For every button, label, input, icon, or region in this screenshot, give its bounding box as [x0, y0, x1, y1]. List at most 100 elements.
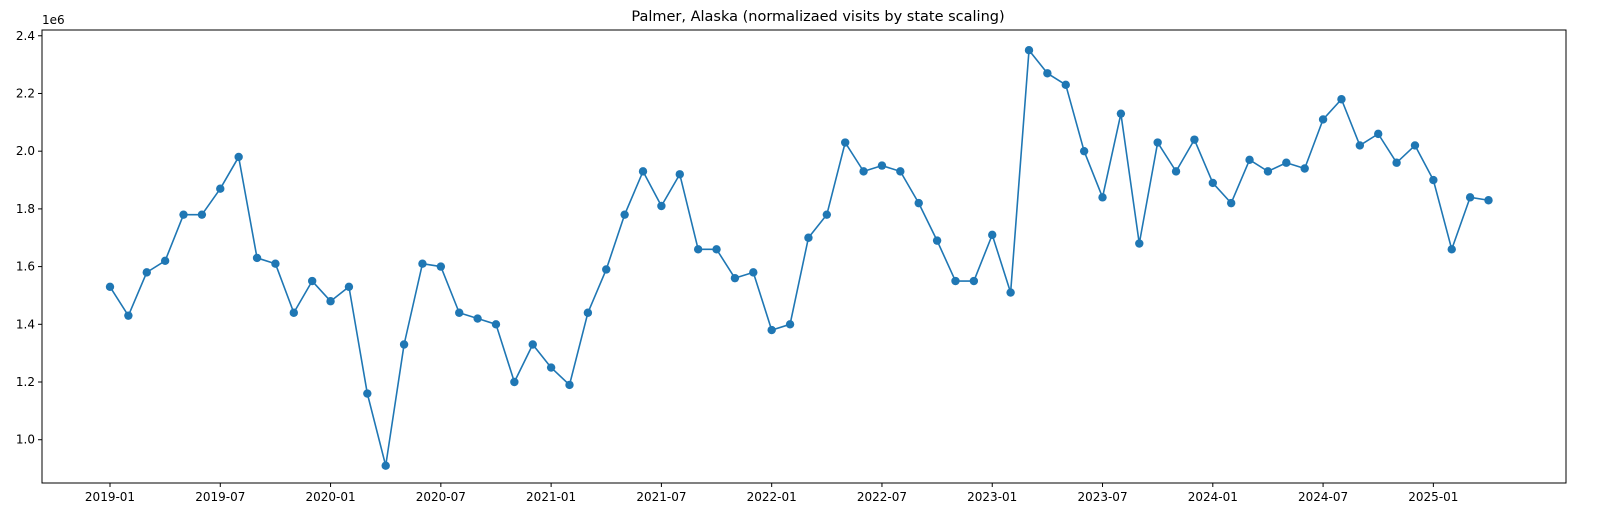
data-point-2021-12: [749, 268, 758, 277]
x-tick-label: 2021-01: [526, 490, 576, 504]
data-point-2022-08: [896, 167, 905, 176]
data-point-2019-12: [307, 276, 317, 286]
chart-title: Palmer, Alaska (normalizaed visits by st…: [631, 9, 1004, 25]
data-point-2019-07: [216, 184, 225, 193]
y-axis-offset-label: 1e6: [42, 13, 65, 27]
data-point-2020-08: [455, 308, 464, 317]
series-line: [109, 49, 1489, 467]
x-tick-label: 2020-07: [416, 490, 466, 504]
data-point-2024-06: [1300, 164, 1309, 173]
data-point-2024-01: [1208, 178, 1218, 188]
data-point-2023-01: [988, 230, 997, 240]
data-point-2020-11: [510, 377, 519, 387]
y-tick-label: 1.8: [16, 202, 35, 216]
data-point-2024-08: [1337, 95, 1346, 104]
data-point-2019-02: [124, 311, 133, 320]
data-point-2020-10: [491, 320, 501, 329]
data-point-2021-03: [583, 308, 593, 317]
data-point-2024-09: [1355, 141, 1365, 150]
x-tick-label: 2019-07: [195, 490, 245, 504]
data-point-2023-02: [1006, 288, 1015, 297]
data-point-2020-06: [418, 259, 427, 268]
data-point-2020-01: [326, 297, 335, 306]
plot-area: [105, 46, 1493, 470]
data-point-2025-02: [1447, 245, 1456, 254]
x-tick-label: 2024-07: [1298, 490, 1348, 504]
data-point-2019-06: [197, 210, 207, 219]
data-point-2024-05: [1282, 158, 1291, 167]
data-point-2024-03: [1245, 155, 1254, 165]
y-tick-label: 1.6: [16, 260, 35, 274]
data-point-2023-12: [1190, 135, 1199, 144]
y-tick-label: 1.4: [16, 317, 35, 331]
data-point-2019-04: [160, 256, 170, 266]
data-point-2024-12: [1410, 141, 1420, 150]
x-axis: 2019-01 2019-07 2020-01 2020-07 2021-01 2021-…: [85, 483, 1458, 504]
data-point-2021-06: [638, 167, 648, 176]
data-point-2022-07: [877, 161, 887, 170]
data-point-2025-03: [1465, 193, 1475, 202]
data-point-2019-10: [271, 259, 280, 268]
data-point-2023-11: [1171, 167, 1181, 176]
y-tick-label: 2.0: [16, 144, 35, 158]
data-point-2022-10: [932, 236, 942, 245]
data-point-2023-03: [1024, 46, 1034, 55]
data-point-2020-02: [344, 282, 354, 291]
y-tick-label: 2.2: [16, 86, 35, 100]
data-point-2022-01: [767, 325, 776, 335]
data-point-2023-10: [1153, 138, 1162, 147]
x-tick-label: 2024-01: [1188, 490, 1238, 504]
data-point-2023-06: [1079, 146, 1089, 156]
data-point-2019-05: [179, 210, 188, 219]
x-tick-label: 2022-07: [857, 490, 907, 504]
y-axis: 1.0 1.2 1.4 1.6 1.8 2.0 2.2 2.4: [16, 29, 42, 447]
x-tick-label: 2019-01: [85, 490, 135, 504]
data-point-2021-09: [693, 245, 703, 254]
data-point-2025-01: [1429, 175, 1438, 185]
data-point-2021-10: [712, 245, 721, 254]
data-point-2019-01: [105, 282, 115, 291]
data-point-2019-08: [234, 152, 243, 162]
y-tick-label: 1.0: [16, 433, 35, 447]
data-point-2024-10: [1374, 129, 1383, 139]
x-tick-label: 2023-07: [1077, 490, 1127, 504]
x-tick-label: 2022-01: [747, 490, 797, 504]
data-point-2021-11: [730, 273, 740, 283]
data-point-2022-04: [822, 210, 832, 219]
data-point-2024-07: [1318, 115, 1328, 124]
data-point-2022-12: [969, 276, 979, 286]
data-point-2024-02: [1226, 198, 1236, 208]
data-point-2024-11: [1392, 158, 1401, 167]
x-tick-label: 2023-01: [967, 490, 1017, 504]
data-point-2021-04: [602, 265, 611, 274]
x-tick-label: 2020-01: [305, 490, 355, 504]
data-point-2020-07: [436, 262, 446, 271]
data-point-2021-07: [657, 201, 666, 211]
data-point-2024-04: [1263, 167, 1273, 176]
data-point-2022-02: [785, 320, 795, 329]
axes-frame: [41, 29, 1567, 484]
data-point-2020-03: [363, 389, 372, 398]
data-point-2021-02: [565, 380, 574, 390]
data-point-2020-05: [399, 340, 409, 349]
data-point-2021-05: [620, 210, 629, 219]
data-point-2020-12: [528, 340, 537, 349]
data-point-2019-09: [252, 253, 262, 263]
x-tick-label: 2025-01: [1408, 490, 1458, 504]
data-point-2021-08: [675, 170, 684, 179]
data-point-2022-09: [914, 198, 923, 208]
data-point-2023-04: [1043, 69, 1052, 78]
y-tick-label: 1.2: [16, 375, 35, 389]
data-point-2022-11: [951, 276, 960, 286]
data-point-2022-05: [841, 138, 850, 147]
data-point-2021-01: [546, 363, 556, 372]
data-point-2020-04: [381, 461, 390, 470]
data-point-2020-09: [473, 314, 482, 323]
data-point-2022-06: [859, 167, 868, 176]
data-point-2023-07: [1098, 193, 1107, 202]
data-point-2025-04: [1484, 196, 1493, 205]
data-point-2019-03: [142, 268, 151, 277]
data-point-2019-11: [289, 308, 298, 317]
data-point-2023-05: [1061, 80, 1070, 90]
